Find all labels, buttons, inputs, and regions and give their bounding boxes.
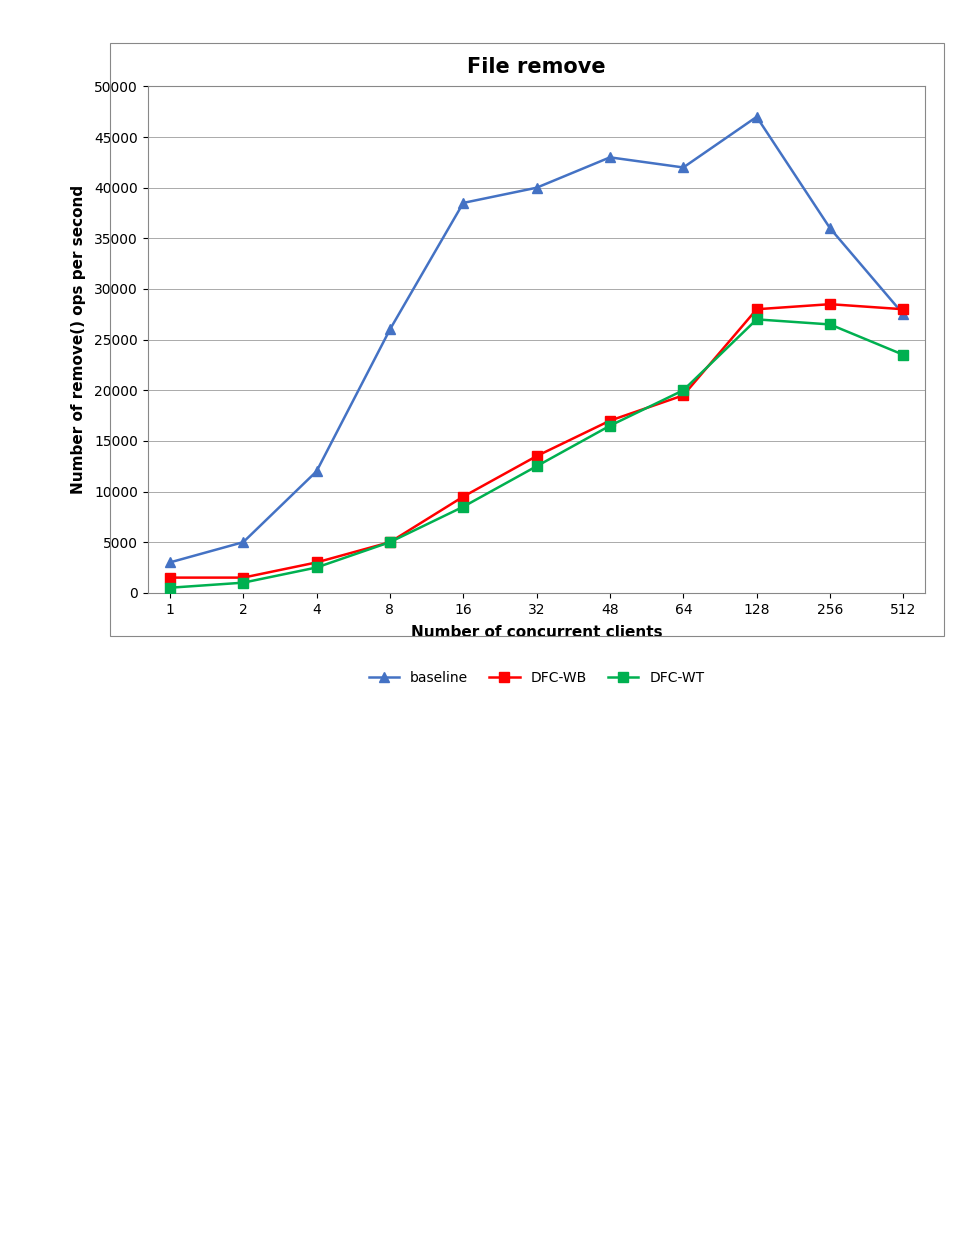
DFC-WB [384,535,395,550]
DFC-WB [457,489,469,504]
DFC-WT [823,317,835,332]
Line: baseline: baseline [165,112,907,567]
DFC-WB [897,301,908,316]
DFC-WT [237,576,249,590]
baseline [750,110,761,125]
DFC-WT [311,561,322,576]
DFC-WT [384,535,395,550]
baseline [603,149,615,164]
DFC-WB [677,388,688,403]
DFC-WB [164,571,175,585]
DFC-WT [897,347,908,362]
baseline [530,180,541,195]
DFC-WB [237,571,249,585]
baseline [164,555,175,569]
baseline [823,221,835,236]
X-axis label: Number of concurrent clients: Number of concurrent clients [411,625,661,640]
DFC-WT [603,419,615,433]
DFC-WT [677,383,688,398]
DFC-WB [823,296,835,311]
baseline [457,195,469,210]
baseline [384,322,395,337]
DFC-WB [750,301,761,316]
DFC-WT [164,580,175,595]
DFC-WB [603,414,615,429]
Line: DFC-WB: DFC-WB [165,299,907,583]
DFC-WT [750,312,761,327]
baseline [311,464,322,479]
DFC-WT [457,499,469,514]
DFC-WB [311,555,322,569]
baseline [897,308,908,322]
DFC-WT [530,459,541,474]
Y-axis label: Number of remove() ops per second: Number of remove() ops per second [71,185,86,494]
Title: File remove: File remove [467,57,605,77]
DFC-WB [530,448,541,463]
baseline [237,535,249,550]
Legend: baseline, DFC-WB, DFC-WT: baseline, DFC-WB, DFC-WT [362,666,710,690]
Line: DFC-WT: DFC-WT [165,315,907,593]
baseline [677,161,688,175]
